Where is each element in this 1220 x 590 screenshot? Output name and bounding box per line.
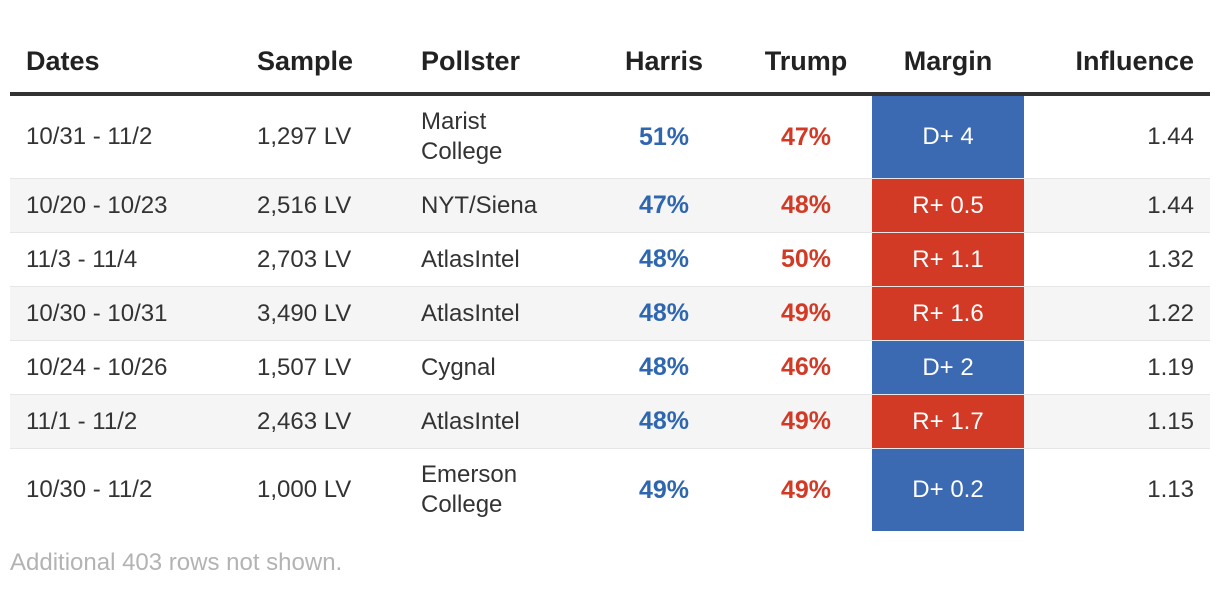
cell-margin: R+ 0.5	[872, 178, 1024, 233]
cell-influence: 1.19	[1024, 340, 1210, 395]
footer-note: Additional 403 rows not shown.	[10, 549, 343, 576]
cell-influence: 1.22	[1024, 286, 1210, 341]
column-header-harris[interactable]: Harris	[588, 30, 740, 96]
column-header-dates[interactable]: Dates	[10, 30, 241, 96]
cell-dates: 10/20 - 10/23	[10, 178, 241, 233]
cell-harris: 48%	[588, 340, 740, 395]
cell-harris: 48%	[588, 394, 740, 449]
cell-trump: 50%	[740, 232, 872, 287]
cell-trump: 49%	[740, 286, 872, 341]
cell-harris: 49%	[588, 448, 740, 531]
cell-sample: 2,703 LV	[241, 232, 405, 287]
cell-influence: 1.44	[1024, 94, 1210, 179]
cell-sample: 1,507 LV	[241, 340, 405, 395]
cell-harris: 51%	[588, 94, 740, 179]
cell-sample: 2,463 LV	[241, 394, 405, 449]
polls-table: Dates Sample Pollster Harris Trump Margi…	[10, 30, 1210, 531]
cell-sample: 1,297 LV	[241, 94, 405, 179]
cell-dates: 10/24 - 10/26	[10, 340, 241, 395]
column-header-trump[interactable]: Trump	[740, 30, 872, 96]
cell-influence: 1.32	[1024, 232, 1210, 287]
cell-sample: 2,516 LV	[241, 178, 405, 233]
cell-margin: D+ 4	[872, 94, 1024, 179]
cell-margin: D+ 2	[872, 340, 1024, 395]
cell-influence: 1.13	[1024, 448, 1210, 531]
cell-trump: 49%	[740, 394, 872, 449]
table-row: 11/1 - 11/2 2,463 LV AtlasIntel 48% 49% …	[10, 394, 1210, 449]
cell-trump: 46%	[740, 340, 872, 395]
header-row: Dates Sample Pollster Harris Trump Margi…	[10, 30, 1210, 96]
cell-sample: 1,000 LV	[241, 448, 405, 531]
cell-harris: 47%	[588, 178, 740, 233]
cell-pollster: AtlasIntel	[405, 394, 588, 449]
table-row: 10/31 - 11/2 1,297 LV Marist College 51%…	[10, 94, 1210, 179]
cell-dates: 11/3 - 11/4	[10, 232, 241, 287]
cell-influence: 1.44	[1024, 178, 1210, 233]
table-row: 10/30 - 10/31 3,490 LV AtlasIntel 48% 49…	[10, 286, 1210, 341]
cell-margin: D+ 0.2	[872, 448, 1024, 531]
table-row: 10/30 - 11/2 1,000 LV Emerson College 49…	[10, 448, 1210, 531]
column-header-pollster[interactable]: Pollster	[405, 30, 588, 96]
cell-dates: 10/30 - 10/31	[10, 286, 241, 341]
cell-pollster: NYT/Siena	[405, 178, 588, 233]
cell-pollster: Marist College	[405, 94, 588, 179]
column-header-margin[interactable]: Margin	[872, 30, 1024, 96]
cell-trump: 49%	[740, 448, 872, 531]
cell-margin: R+ 1.1	[872, 232, 1024, 287]
cell-margin: R+ 1.7	[872, 394, 1024, 449]
cell-pollster: Emerson College	[405, 448, 588, 531]
column-header-influence[interactable]: Influence	[1024, 30, 1210, 96]
polls-table-container: Dates Sample Pollster Harris Trump Margi…	[10, 30, 1210, 531]
cell-influence: 1.15	[1024, 394, 1210, 449]
cell-sample: 3,490 LV	[241, 286, 405, 341]
table-row: 10/24 - 10/26 1,507 LV Cygnal 48% 46% D+…	[10, 340, 1210, 395]
cell-dates: 10/31 - 11/2	[10, 94, 241, 179]
cell-margin: R+ 1.6	[872, 286, 1024, 341]
column-header-sample[interactable]: Sample	[241, 30, 405, 96]
cell-pollster: AtlasIntel	[405, 232, 588, 287]
cell-pollster: Cygnal	[405, 340, 588, 395]
table-row: 10/20 - 10/23 2,516 LV NYT/Siena 47% 48%…	[10, 178, 1210, 233]
cell-harris: 48%	[588, 286, 740, 341]
cell-harris: 48%	[588, 232, 740, 287]
cell-trump: 47%	[740, 94, 872, 179]
cell-trump: 48%	[740, 178, 872, 233]
cell-pollster: AtlasIntel	[405, 286, 588, 341]
cell-dates: 11/1 - 11/2	[10, 394, 241, 449]
cell-dates: 10/30 - 11/2	[10, 448, 241, 531]
table-row: 11/3 - 11/4 2,703 LV AtlasIntel 48% 50% …	[10, 232, 1210, 287]
